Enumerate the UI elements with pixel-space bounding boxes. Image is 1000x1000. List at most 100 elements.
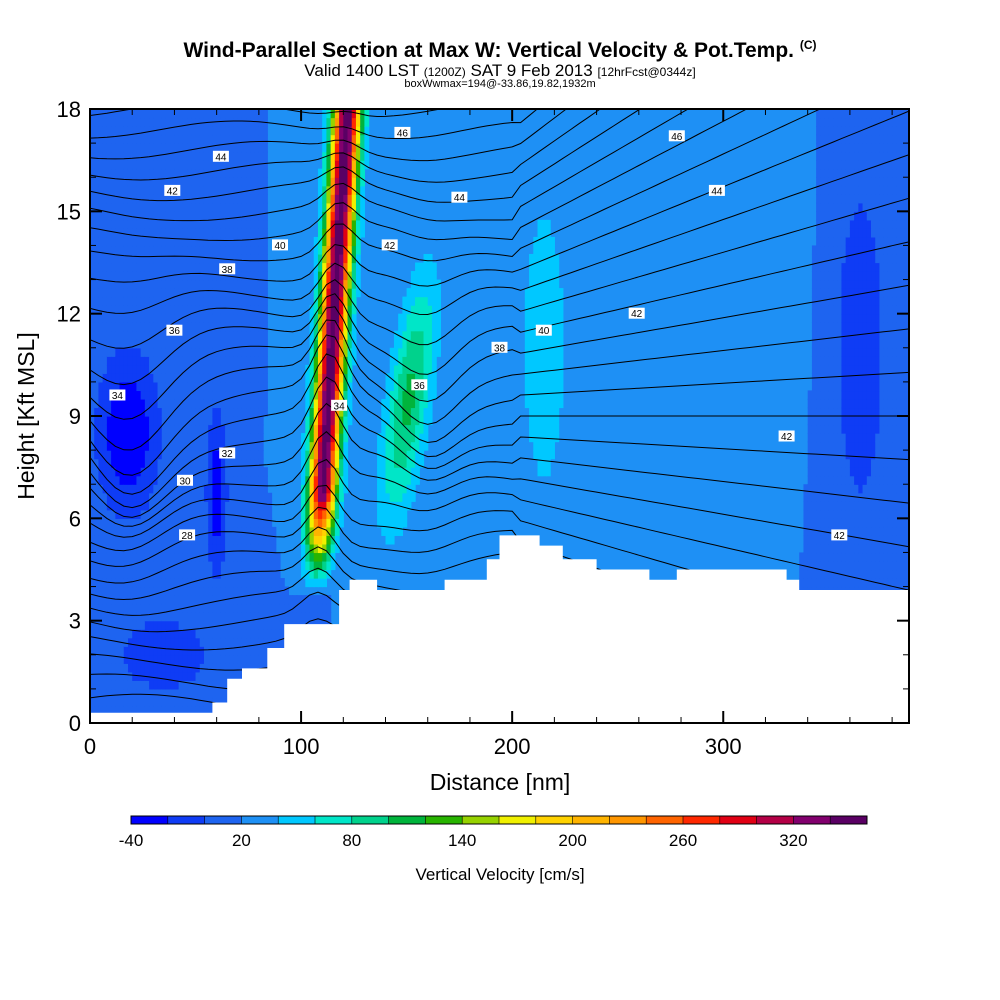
w-cell <box>393 492 399 502</box>
w-cell <box>833 202 838 212</box>
w-cell <box>246 654 252 664</box>
w-cell <box>541 296 547 306</box>
w-cell <box>241 151 247 161</box>
w-cell <box>182 467 188 477</box>
w-cell <box>258 569 264 579</box>
w-cell <box>149 143 154 153</box>
w-cell <box>208 219 214 229</box>
w-cell <box>208 313 214 323</box>
w-cell <box>170 680 176 690</box>
w-cell <box>229 586 235 596</box>
w-cell <box>136 330 142 340</box>
w-cell <box>250 177 256 187</box>
w-cell <box>119 117 125 127</box>
w-cell <box>833 578 838 588</box>
w-cell <box>347 339 353 349</box>
w-cell <box>153 467 159 477</box>
w-cell <box>807 535 813 545</box>
w-cell <box>389 407 395 417</box>
w-cell <box>545 219 551 229</box>
w-cell <box>170 569 176 579</box>
w-cell <box>144 356 150 366</box>
w-cell <box>153 373 159 383</box>
w-cell <box>187 134 192 144</box>
w-cell <box>203 262 209 272</box>
w-cell <box>360 134 366 144</box>
w-cell <box>178 305 184 315</box>
w-cell <box>330 262 336 272</box>
w-cell <box>254 271 260 281</box>
w-cell <box>406 398 412 409</box>
w-cell <box>136 202 142 212</box>
w-cell <box>195 697 201 707</box>
w-cell <box>140 560 146 571</box>
w-cell <box>233 654 239 664</box>
w-cell <box>187 467 192 477</box>
w-cell <box>144 560 150 571</box>
w-cell <box>330 177 336 187</box>
w-cell <box>115 134 121 144</box>
w-cell <box>106 117 112 127</box>
w-cell <box>799 578 805 588</box>
w-cell <box>212 450 218 460</box>
w-cell <box>208 595 214 605</box>
w-cell <box>241 407 247 417</box>
w-cell <box>115 654 121 664</box>
w-cell <box>98 202 104 212</box>
w-cell <box>98 433 104 443</box>
w-cell <box>136 219 142 229</box>
w-cell <box>833 416 838 426</box>
w-cell <box>322 407 328 417</box>
w-cell <box>317 364 323 374</box>
w-cell <box>94 671 100 681</box>
w-cell <box>237 458 243 468</box>
w-cell <box>820 143 826 153</box>
w-cell <box>157 578 163 588</box>
w-cell <box>427 288 433 298</box>
w-cell <box>157 697 163 707</box>
w-cell <box>326 185 332 195</box>
w-cell <box>182 450 188 460</box>
w-cell <box>431 262 437 272</box>
w-cell <box>811 356 817 366</box>
w-cell <box>106 390 112 400</box>
w-cell <box>229 296 235 306</box>
w-cell <box>111 663 116 673</box>
w-cell <box>271 526 277 536</box>
w-cell <box>144 654 150 664</box>
w-cell <box>334 364 340 374</box>
w-cell <box>820 271 826 281</box>
w-cell <box>225 236 230 247</box>
w-cell <box>102 168 108 178</box>
w-cell <box>258 407 264 417</box>
w-cell <box>550 288 555 298</box>
w-cell <box>187 552 192 562</box>
w-cell <box>182 620 188 630</box>
w-cell <box>144 433 150 443</box>
w-cell <box>123 322 129 332</box>
w-cell <box>229 313 235 323</box>
w-cell <box>195 109 201 119</box>
w-cell <box>195 492 201 502</box>
w-cell <box>271 629 277 639</box>
w-cell <box>199 202 205 212</box>
w-cell <box>330 219 336 229</box>
w-cell <box>828 109 834 119</box>
w-cell <box>410 356 416 366</box>
w-cell <box>182 373 188 383</box>
w-cell <box>828 228 834 238</box>
w-cell <box>119 543 125 554</box>
w-cell <box>208 433 214 443</box>
w-cell <box>170 202 176 212</box>
w-cell <box>90 450 95 460</box>
w-cell <box>115 168 121 178</box>
w-cell <box>170 416 176 426</box>
w-cell <box>263 407 268 417</box>
w-cell <box>149 305 154 315</box>
w-cell <box>187 688 192 699</box>
w-cell <box>351 296 357 306</box>
w-cell <box>132 168 138 178</box>
w-cell <box>153 390 159 400</box>
w-cell <box>233 450 239 460</box>
w-cell <box>258 322 264 332</box>
